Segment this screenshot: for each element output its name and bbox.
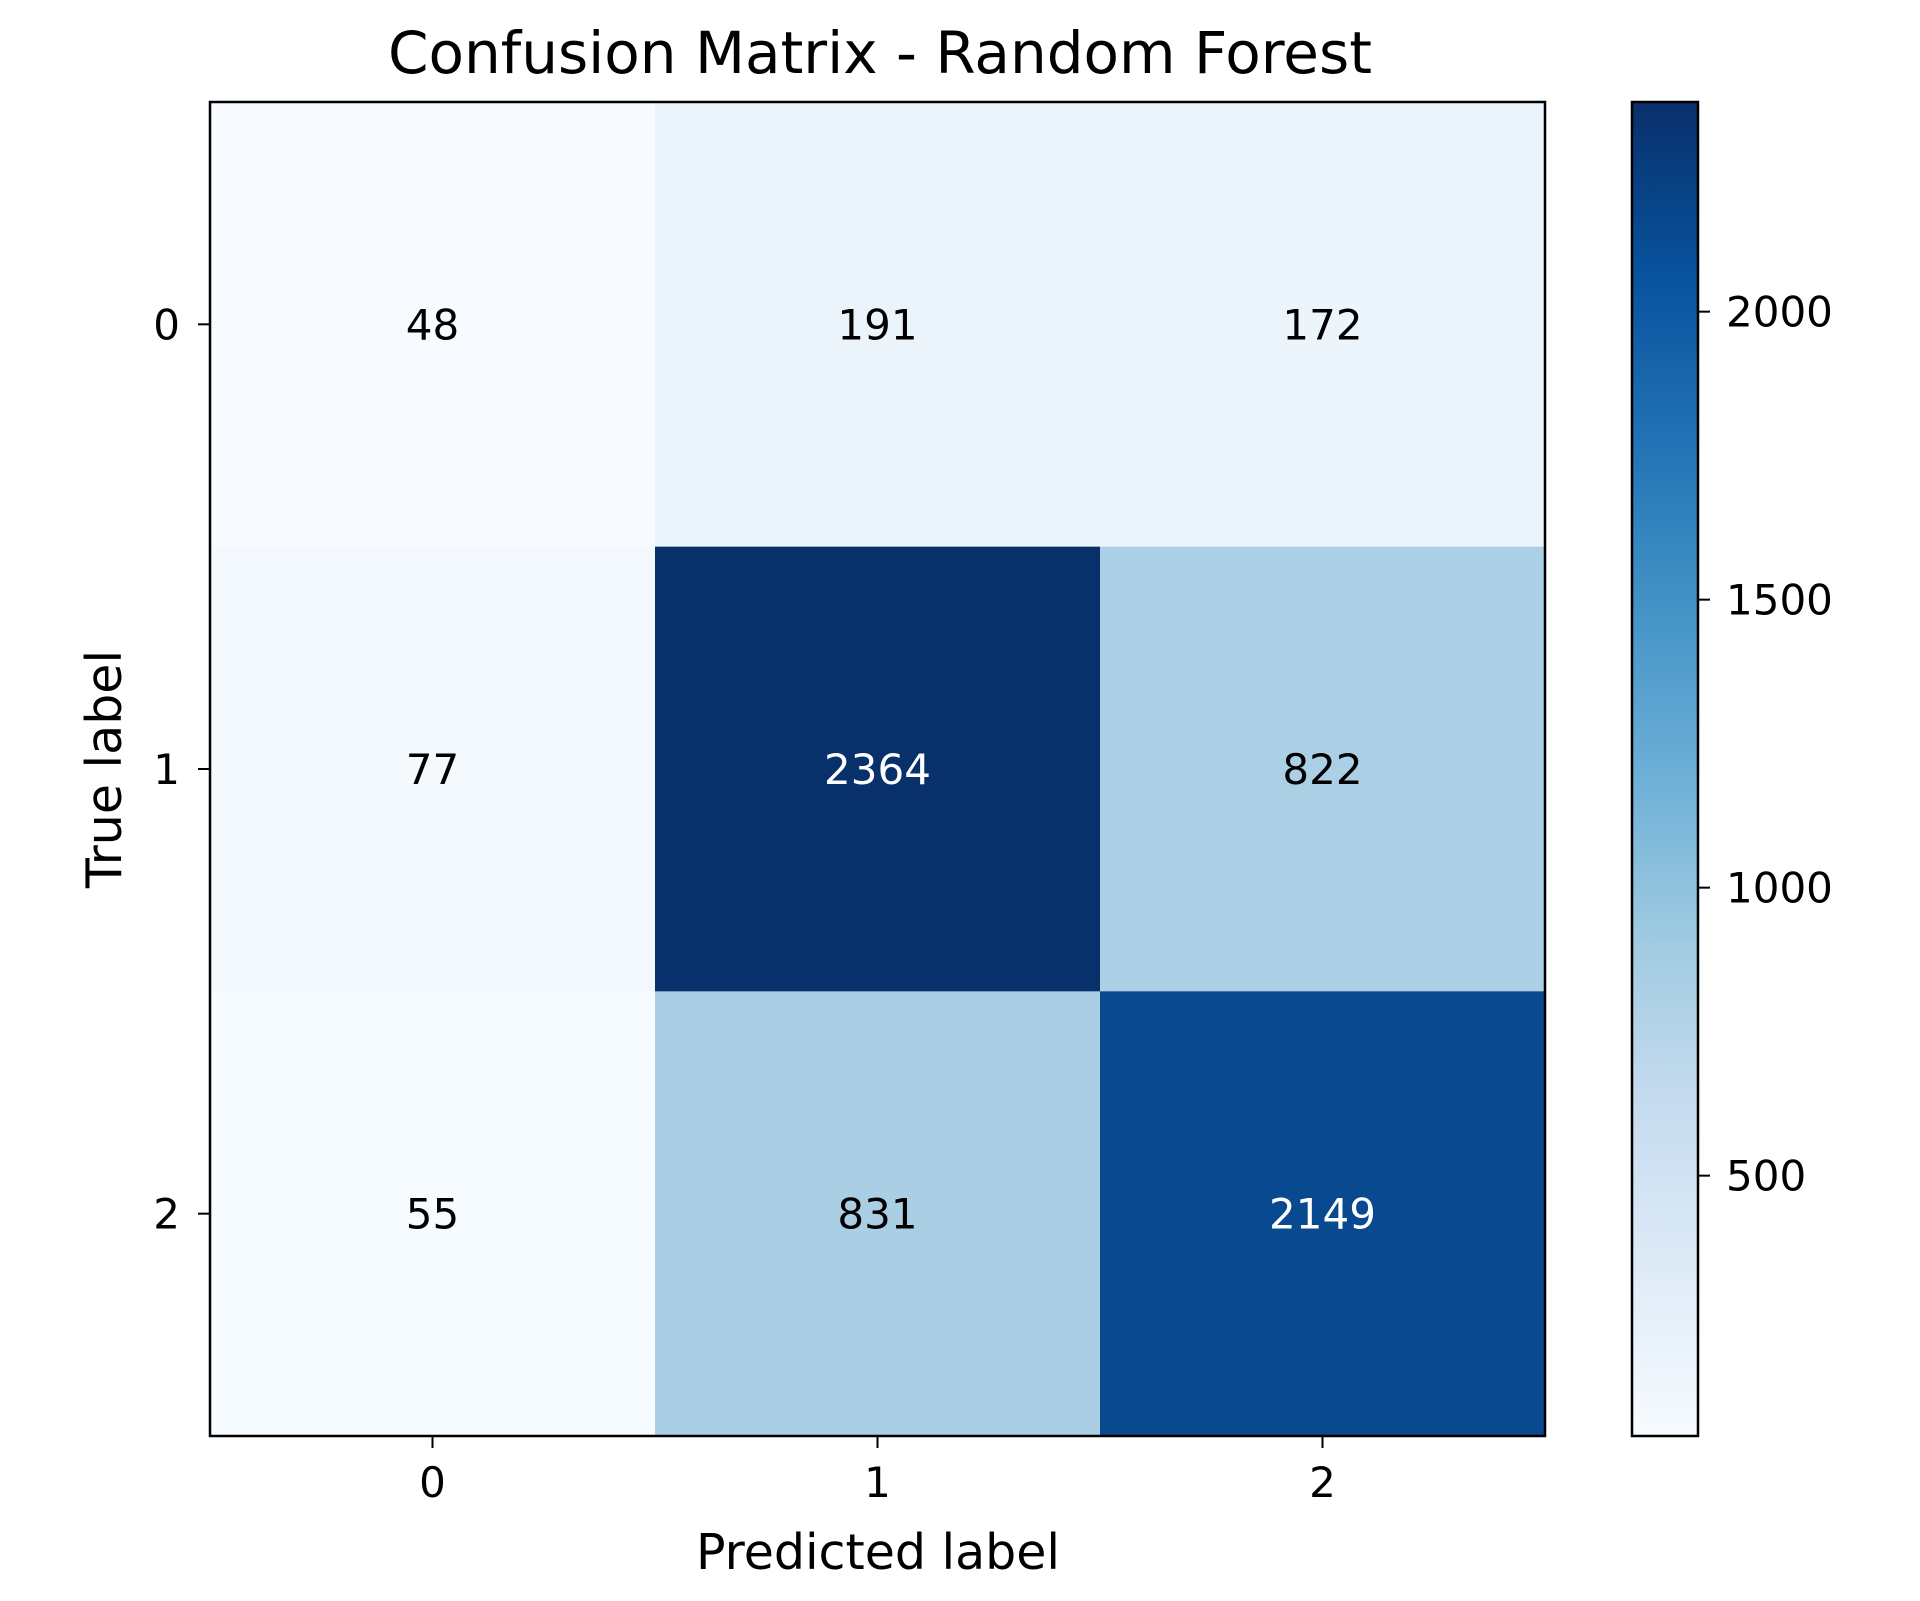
- colorbar: [1630, 100, 1700, 1438]
- y-tick-label-1: 1: [153, 745, 180, 794]
- matrix-cell-0-1: [655, 102, 1101, 548]
- colorbar-tick-label-1500: 1500: [1726, 576, 1833, 625]
- y-tick-label-0: 0: [153, 300, 180, 349]
- colorbar-ticks: 500 1000 1500 2000: [1698, 288, 1833, 1201]
- x-tick-label-2: 2: [1309, 1458, 1336, 1507]
- cell-value-2-1: 831: [837, 1190, 917, 1239]
- x-tick-label-1: 1: [864, 1458, 891, 1507]
- matrix-cell-1-2: [1100, 546, 1546, 992]
- x-tick-label-0: 0: [419, 1458, 446, 1507]
- y-axis-ticks: 0 1 2: [153, 300, 210, 1239]
- matrix-cell-0-2: [1100, 102, 1546, 548]
- x-axis-ticks: 0 1 2: [419, 1436, 1336, 1507]
- matrix-cell-2-1: [655, 991, 1101, 1437]
- matrix-cell-2-2: [1100, 991, 1546, 1437]
- cell-value-2-0: 55: [406, 1190, 459, 1239]
- cell-value-1-1: 2364: [824, 745, 931, 794]
- matrix-cell-labels: 48 191 172 77 2364 822 55 831 2149: [406, 300, 1376, 1238]
- y-axis-label: True label: [76, 650, 133, 889]
- matrix-cell-1-0: [210, 546, 656, 992]
- matrix-cell-1-1: [655, 546, 1101, 992]
- cell-value-1-2: 822: [1282, 745, 1362, 794]
- colorbar-tick-label-1000: 1000: [1726, 864, 1833, 913]
- chart-title: Confusion Matrix - Random Forest: [388, 19, 1372, 87]
- cell-value-0-0: 48: [406, 300, 459, 349]
- x-axis-label: Predicted label: [696, 1524, 1060, 1581]
- colorbar-tick-label-2000: 2000: [1726, 288, 1833, 337]
- cell-value-2-2: 2149: [1269, 1190, 1376, 1239]
- matrix-cell-0-0: [210, 102, 656, 548]
- matrix-cell-2-0: [210, 991, 656, 1437]
- cell-value-1-0: 77: [406, 745, 459, 794]
- matrix-cells: [210, 102, 1546, 1437]
- colorbar-tick-label-500: 500: [1726, 1152, 1806, 1201]
- cell-value-0-2: 172: [1282, 300, 1362, 349]
- y-tick-label-2: 2: [153, 1190, 180, 1239]
- cell-value-0-1: 191: [837, 300, 917, 349]
